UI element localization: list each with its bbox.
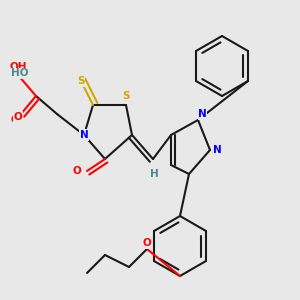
Text: H: H [150, 169, 159, 179]
Text: O: O [11, 115, 20, 125]
Text: N: N [198, 109, 207, 119]
Text: HO: HO [11, 68, 28, 79]
Text: O: O [72, 166, 81, 176]
Text: O: O [14, 112, 22, 122]
Text: S: S [77, 76, 85, 86]
Text: S: S [122, 91, 130, 101]
Text: N: N [213, 145, 222, 155]
Text: N: N [80, 130, 88, 140]
Text: OH: OH [9, 62, 27, 73]
Text: O: O [142, 238, 152, 248]
